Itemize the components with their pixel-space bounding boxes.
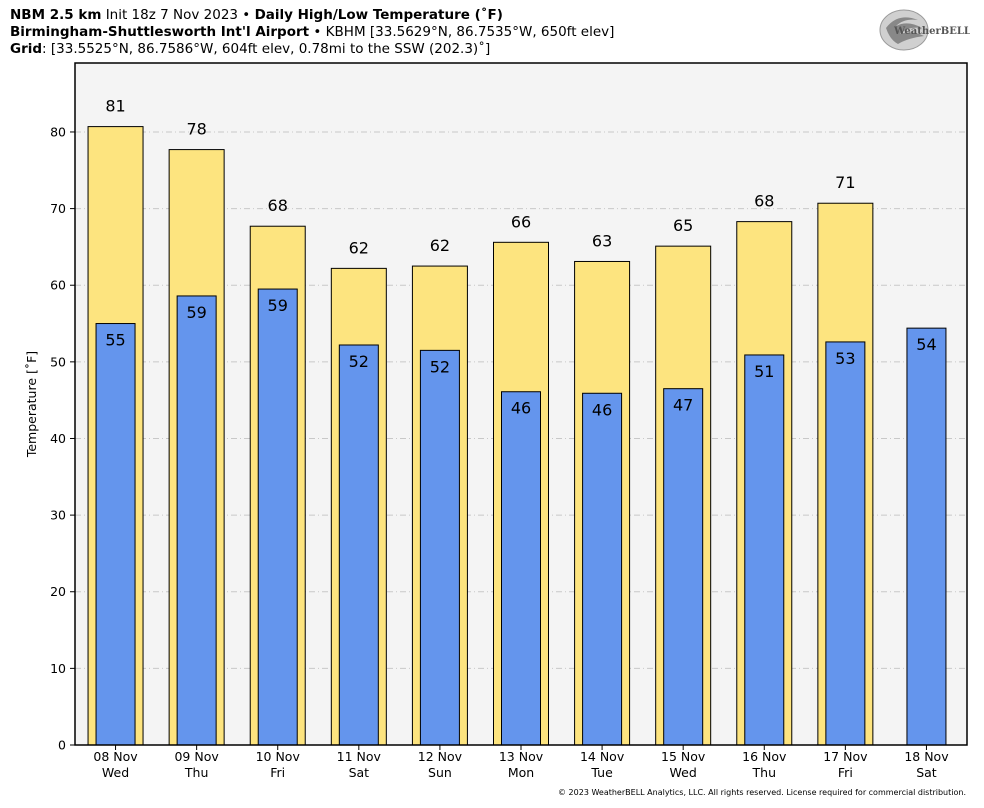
- y-tick-label: 40: [50, 431, 66, 446]
- high-temp-label: 66: [511, 212, 531, 231]
- x-tick-date-label: 18 Nov: [904, 749, 949, 764]
- high-temp-label: 81: [105, 97, 125, 116]
- x-tick-date-label: 15 Nov: [661, 749, 706, 764]
- x-tick-day-label: Fri: [838, 765, 853, 780]
- y-axis-label: Temperature [˚F]: [24, 351, 39, 458]
- low-temp-label: 52: [349, 352, 369, 371]
- logo-text: WeatherBELL: [893, 26, 970, 37]
- x-tick-date-label: 11 Nov: [337, 749, 382, 764]
- low-temp-bar: [744, 354, 785, 746]
- high-temp-label: 62: [349, 238, 369, 257]
- x-tick-day-label: Sat: [916, 765, 937, 780]
- high-temp-label: 65: [673, 216, 693, 235]
- separator-dot: •: [242, 7, 251, 23]
- low-temp-label: 53: [835, 349, 855, 368]
- x-tick-day-label: Wed: [670, 765, 697, 780]
- low-temp-bar: [338, 344, 379, 746]
- x-tick-date-label: 12 Nov: [418, 749, 463, 764]
- low-temp-bar: [95, 323, 136, 746]
- x-tick-day-label: Mon: [508, 765, 534, 780]
- grid-label: Grid: [10, 41, 43, 57]
- separator-dot: •: [313, 24, 322, 40]
- weatherbell-logo: WeatherBELL: [879, 9, 970, 51]
- y-tick-label: 20: [50, 584, 66, 599]
- init-time: Init 18z 7 Nov 2023: [105, 7, 238, 23]
- low-temp-label: 51: [754, 362, 774, 381]
- x-tick-day-label: Sat: [349, 765, 370, 780]
- low-temp-bar: [906, 327, 947, 746]
- low-temp-bar: [419, 349, 460, 746]
- y-tick-label: 0: [58, 738, 66, 753]
- copyright-footer: © 2023 WeatherBELL Analytics, LLC. All r…: [558, 788, 966, 797]
- low-temp-label: 59: [186, 303, 206, 322]
- y-tick-label: 80: [50, 124, 66, 139]
- low-temp-label: 46: [592, 400, 612, 419]
- low-temp-bar: [825, 341, 866, 746]
- high-temp-label: 78: [186, 120, 206, 139]
- model-name: NBM 2.5 km: [10, 7, 102, 23]
- low-temp-bar: [176, 295, 217, 746]
- y-tick-label: 30: [50, 508, 66, 523]
- x-tick-date-label: 14 Nov: [580, 749, 625, 764]
- station-info: KBHM [33.5629°N, 86.7535°W, 650ft elev]: [325, 24, 615, 40]
- low-temp-bar: [501, 391, 541, 746]
- product-title: Daily High/Low Temperature (˚F): [254, 7, 503, 23]
- header-line-model: NBM 2.5 km Init 18z 7 Nov 2023 • Daily H…: [10, 7, 503, 24]
- header-line-grid: Grid: [33.5525°N, 86.7586°W, 604ft elev,…: [10, 41, 490, 58]
- x-tick-date-label: 13 Nov: [499, 749, 544, 764]
- low-temp-bar: [582, 392, 623, 746]
- low-temp-label: 55: [105, 331, 125, 350]
- x-tick-day-label: Wed: [102, 765, 129, 780]
- high-temp-label: 63: [592, 231, 612, 250]
- x-tick-date-label: 17 Nov: [823, 749, 868, 764]
- low-temp-label: 47: [673, 396, 693, 415]
- x-tick-day-label: Thu: [184, 765, 208, 780]
- high-temp-label: 62: [430, 236, 450, 255]
- x-tick-day-label: Thu: [752, 765, 776, 780]
- y-tick-label: 50: [50, 354, 66, 369]
- low-temp-label: 59: [268, 296, 288, 315]
- high-temp-label: 68: [268, 196, 288, 215]
- x-tick-day-label: Sun: [428, 765, 452, 780]
- x-tick-date-label: 10 Nov: [256, 749, 301, 764]
- low-temp-bar: [257, 288, 298, 746]
- station-name: Birmingham-Shuttlesworth Int'l Airport: [10, 24, 310, 40]
- header-line-station: Birmingham-Shuttlesworth Int'l Airport •…: [10, 24, 614, 41]
- low-temp-bar: [663, 388, 704, 746]
- x-tick-day-label: Fri: [270, 765, 285, 780]
- weatherbell-swirl-icon: [879, 9, 929, 51]
- y-axis: 0 10 20 30 40 50 60 70 80: [50, 124, 75, 753]
- x-tick-day-label: Tue: [590, 765, 613, 780]
- y-tick-label: 70: [50, 201, 66, 216]
- bars: 81 55 78 59 68 59 62 52 62 52 66 46 63 46 65 47 68 51 71 53…: [87, 97, 947, 746]
- high-temp-label: 68: [754, 192, 774, 211]
- low-temp-label: 46: [511, 399, 531, 418]
- x-tick-date-label: 16 Nov: [742, 749, 787, 764]
- high-temp-label: 71: [835, 173, 855, 192]
- y-tick-label: 60: [50, 278, 66, 293]
- grid-info: : [33.5525°N, 86.7586°W, 604ft elev, 0.7…: [42, 41, 491, 57]
- x-tick-date-label: 08 Nov: [93, 749, 138, 764]
- low-temp-label: 52: [430, 357, 450, 376]
- y-tick-label: 10: [50, 661, 66, 676]
- x-tick-date-label: 09 Nov: [174, 749, 219, 764]
- low-temp-label: 54: [916, 335, 936, 354]
